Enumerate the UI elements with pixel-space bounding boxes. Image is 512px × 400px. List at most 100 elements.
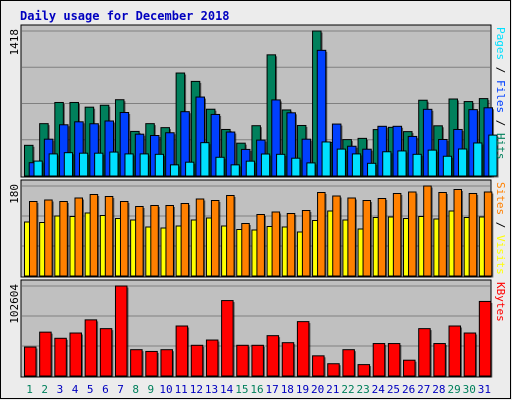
bar-pages-3: [63, 152, 74, 177]
bar-pages-8: [139, 153, 149, 177]
bar-kbytes-28: [433, 343, 446, 377]
legend-item-hits: Hits: [494, 133, 507, 160]
bar-pages-2: [48, 153, 58, 177]
bar-sites-11: [180, 203, 190, 277]
legend-separator: /: [494, 60, 507, 80]
x-tick-label-25: 25: [387, 383, 400, 396]
x-tick-label-8: 8: [132, 383, 139, 396]
bar-pages-22: [351, 153, 362, 177]
bar-sites-25: [392, 193, 402, 277]
bar-sites-1: [29, 201, 38, 277]
x-tick-label-17: 17: [266, 383, 279, 396]
bar-kbytes-23: [357, 364, 371, 377]
bar-pages-21: [336, 148, 346, 177]
bar-sites-20: [317, 192, 326, 277]
bar-sites-27: [423, 185, 432, 277]
bar-files-17: [271, 99, 281, 177]
x-axis-labels: 1 2 3 4 5 6 7 8 9 10 11 12 13 14 15 16 17 18 19 20 21 22 23 24 2…: [26, 383, 491, 396]
bar-kbytes-4: [69, 332, 82, 377]
bar-kbytes-20: [312, 355, 325, 377]
bar-kbytes-10: [160, 349, 173, 377]
bar-pages-24: [382, 151, 392, 177]
bar-sites-21: [332, 195, 341, 277]
bar-sites-6: [104, 196, 114, 277]
bar-sites-16: [256, 214, 265, 277]
x-tick-label-16: 16: [250, 383, 263, 396]
bar-sites-31: [483, 191, 493, 277]
bar-kbytes-12: [190, 344, 204, 377]
bar-pages-16: [260, 153, 271, 177]
bar-sites-26: [408, 191, 417, 277]
bar-kbytes-31: [478, 300, 492, 377]
bar-pages-17: [276, 153, 286, 177]
x-tick-label-3: 3: [57, 383, 64, 396]
bar-sites-18: [286, 213, 296, 277]
bar-pages-4: [78, 152, 89, 177]
x-tick-label-13: 13: [205, 383, 218, 396]
chart-panels: 1418 Pages / Files / Hits 180 Sites / Visit…: [8, 24, 507, 378]
x-tick-label-19: 19: [296, 383, 309, 396]
bar-pages-11: [185, 161, 195, 177]
x-tick-label-28: 28: [432, 383, 445, 396]
bar-pages-7: [124, 153, 134, 177]
bar-sites-28: [438, 192, 447, 277]
bar-kbytes-14: [221, 300, 234, 377]
bar-files-3: [59, 124, 69, 177]
bar-files-6: [104, 120, 115, 177]
bar-sites-17: [271, 211, 281, 277]
bar-pages-27: [427, 149, 437, 177]
bar-sites-15: [241, 223, 250, 277]
bar-pages-31: [488, 134, 498, 177]
x-tick-label-2: 2: [41, 383, 48, 396]
bar-kbytes-30: [463, 332, 477, 377]
panel-sites-visits: 180 Sites / Visits: [8, 179, 507, 278]
bar-pages-18: [291, 157, 301, 177]
panel-kbytes: 102604 KBytes: [8, 279, 507, 378]
x-tick-label-23: 23: [357, 383, 370, 396]
bar-files-24: [377, 125, 387, 177]
bar-files-27: [422, 108, 433, 177]
x-tick-label-14: 14: [220, 383, 234, 396]
x-tick-label-1: 1: [26, 383, 33, 396]
bar-pages-12: [200, 142, 210, 177]
bar-sites-19: [301, 210, 311, 277]
bar-sites-3: [59, 201, 68, 277]
x-tick-label-27: 27: [417, 383, 430, 396]
bar-sites-13: [210, 200, 220, 277]
bar-sites-8: [135, 206, 144, 277]
chart-title: Daily usage for December 2018: [20, 9, 230, 23]
x-tick-label-29: 29: [447, 383, 460, 396]
bar-sites-4: [74, 197, 83, 277]
bar-sites-14: [226, 195, 235, 277]
legend-kbytes: KBytes: [494, 282, 507, 322]
bar-pages-20: [321, 141, 331, 177]
bar-sites-24: [377, 198, 387, 277]
x-tick-label-31: 31: [478, 383, 491, 396]
x-tick-label-10: 10: [159, 383, 172, 396]
bar-pages-9: [154, 153, 164, 177]
x-tick-label-20: 20: [311, 383, 324, 396]
bar-pages-14: [230, 164, 240, 177]
bar-files-14: [225, 131, 236, 177]
x-tick-label-5: 5: [87, 383, 94, 396]
bar-pages-30: [473, 142, 483, 177]
legend-hits-files-pages: Pages / Files / Hits: [494, 27, 507, 160]
bar-kbytes-15: [236, 344, 249, 377]
bar-kbytes-6: [99, 328, 113, 377]
x-tick-label-15: 15: [235, 383, 248, 396]
x-tick-label-7: 7: [117, 383, 124, 396]
bar-sites-29: [453, 189, 463, 277]
bar-kbytes-25: [387, 343, 401, 377]
series-sites: [29, 185, 494, 278]
x-tick-label-21: 21: [326, 383, 339, 396]
bar-files-5: [89, 123, 99, 177]
bar-kbytes-11: [175, 325, 189, 377]
bar-pages-6: [109, 151, 119, 177]
y-max-label-hits-files-pages: 1418: [8, 29, 21, 56]
bar-kbytes-9: [145, 350, 158, 377]
bar-pages-28: [442, 155, 453, 177]
x-tick-label-22: 22: [341, 383, 354, 396]
bar-kbytes-21: [327, 363, 340, 377]
bar-kbytes-2: [39, 331, 52, 377]
